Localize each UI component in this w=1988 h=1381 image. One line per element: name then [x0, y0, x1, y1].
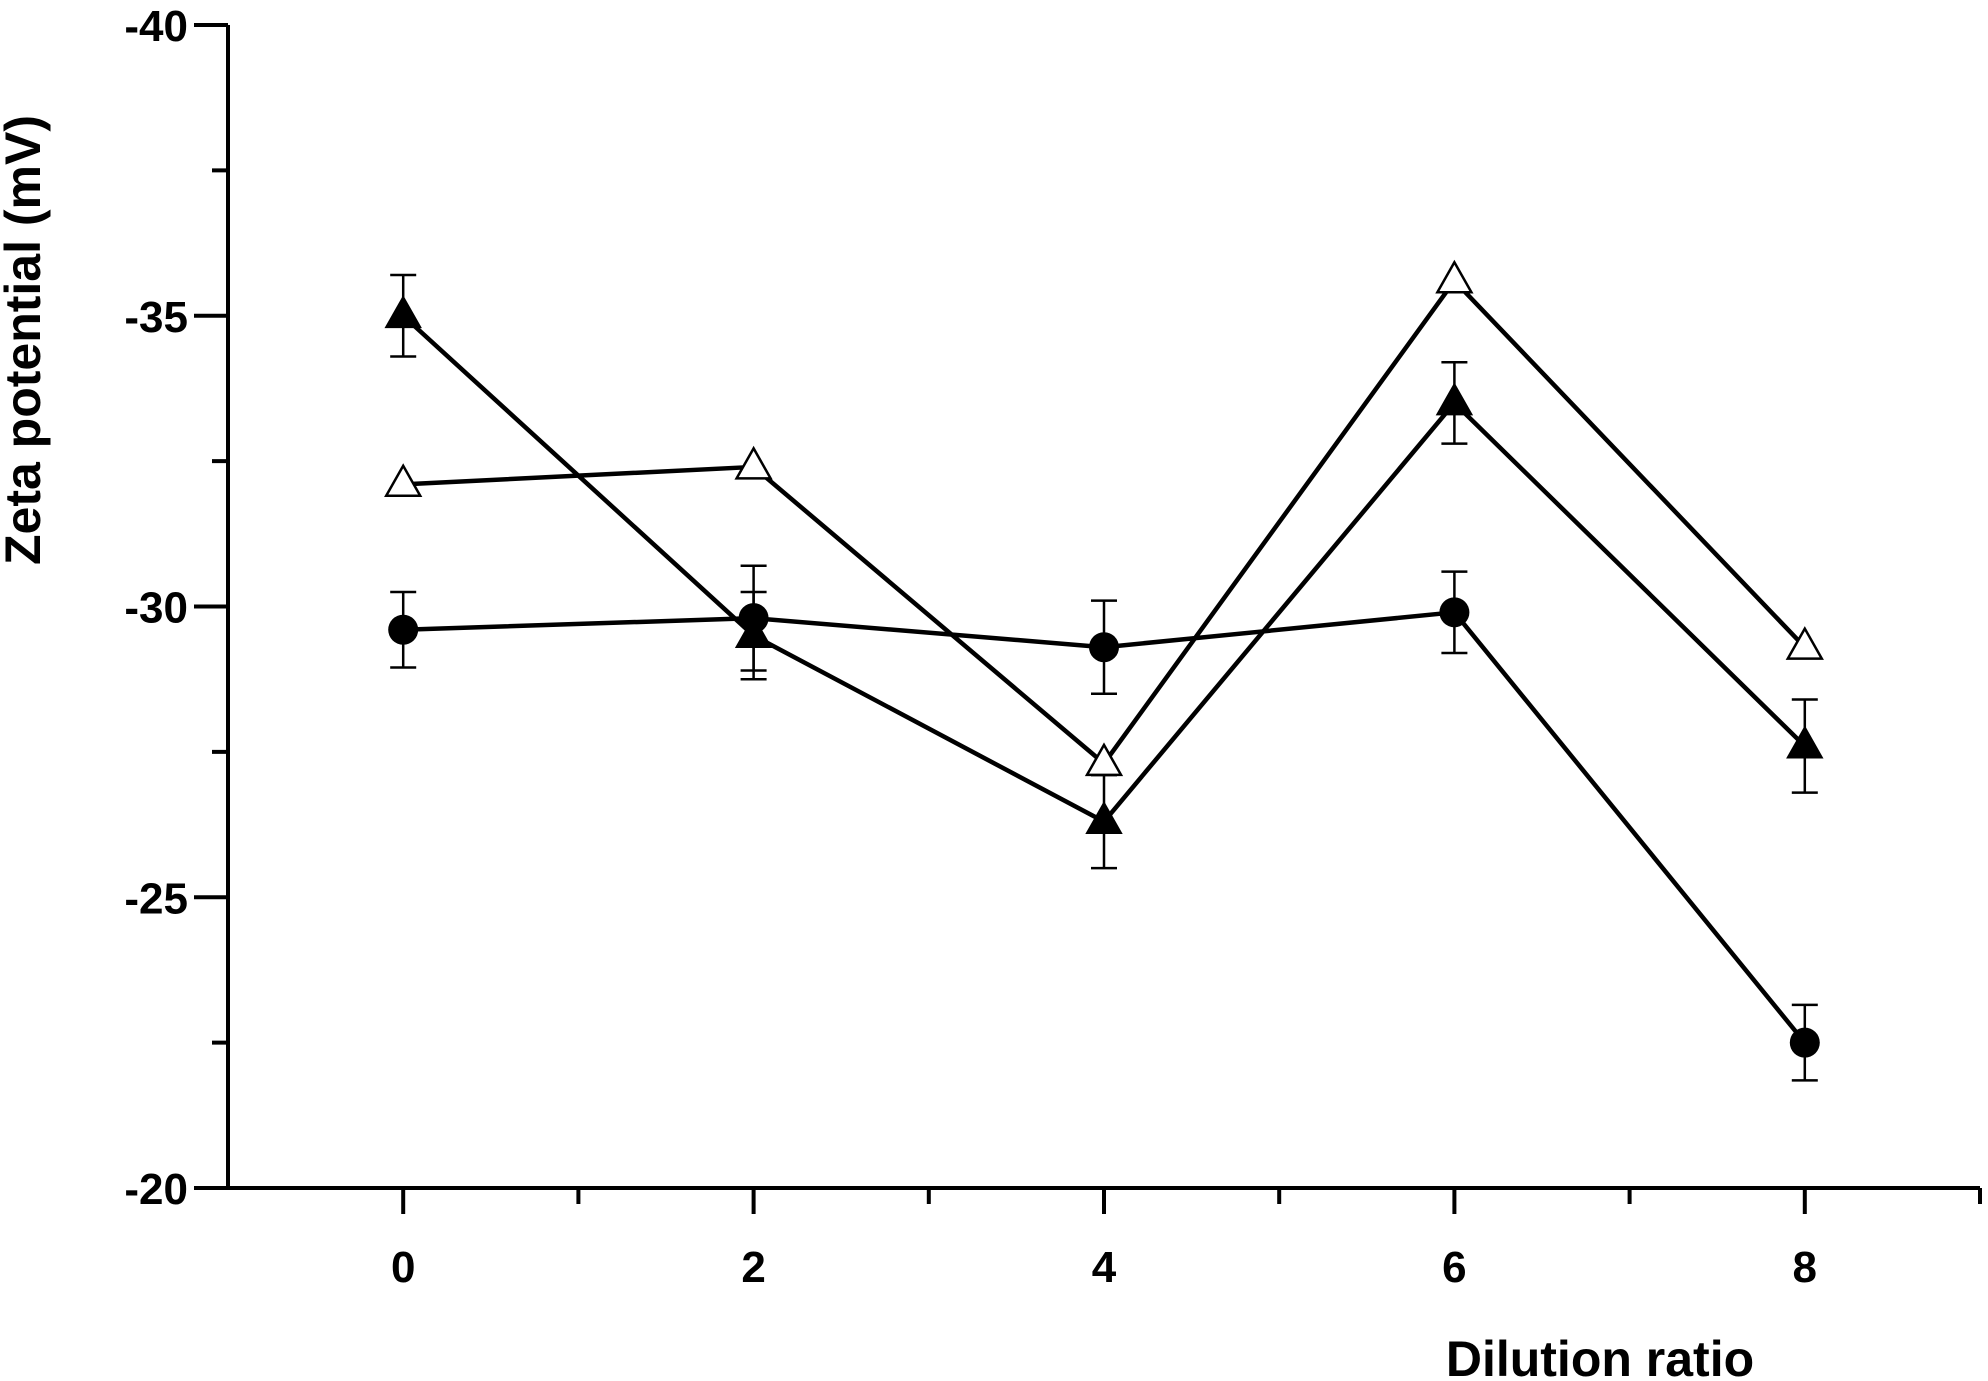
- markers-filled-circles: [388, 597, 1820, 1058]
- data-point: [1435, 382, 1474, 416]
- markers-open-triangles: [384, 259, 1824, 777]
- y-tick-label: -40: [124, 2, 188, 51]
- data-point: [1084, 742, 1124, 777]
- data-point: [384, 295, 422, 329]
- data-point: [734, 445, 773, 480]
- data-point: [1439, 597, 1470, 628]
- series-layer: [384, 259, 1824, 1082]
- data-point: [388, 614, 419, 645]
- x-axis-title: Dilution ratio: [1446, 1331, 1754, 1381]
- data-point: [1435, 259, 1474, 294]
- error-bars-filled-triangles: [390, 273, 1818, 870]
- y-axis-title: Zeta potential (mV): [0, 115, 51, 565]
- data-point: [1089, 632, 1119, 663]
- markers-filled-triangles: [384, 295, 1824, 835]
- x-tick-label: 2: [741, 1243, 765, 1292]
- data-point: [384, 463, 423, 498]
- x-tick-label: 0: [391, 1243, 415, 1292]
- data-point: [1789, 1027, 1820, 1058]
- y-tick-label: -20: [124, 1165, 188, 1214]
- x-axis-ticks: 0 2 4 6 8: [391, 1188, 1982, 1292]
- x-tick-label: 8: [1793, 1243, 1817, 1292]
- y-tick-label: -30: [124, 584, 188, 633]
- y-tick-label: -25: [124, 874, 188, 923]
- y-tick-label: -35: [124, 293, 188, 342]
- data-point: [1085, 801, 1123, 835]
- data-point: [1785, 626, 1824, 660]
- data-point: [734, 614, 773, 648]
- x-tick-label: 6: [1442, 1243, 1466, 1292]
- x-tick-label: 4: [1092, 1243, 1117, 1292]
- y-axis-ticks: -40 -35 -30 -25 -20: [124, 2, 228, 1214]
- data-point: [1786, 725, 1824, 759]
